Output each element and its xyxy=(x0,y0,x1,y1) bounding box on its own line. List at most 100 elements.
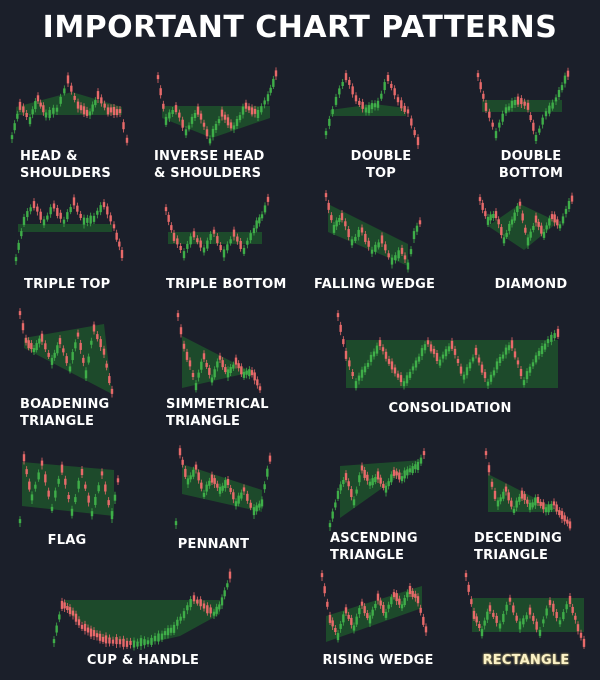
candlestick xyxy=(529,112,532,123)
candlestick xyxy=(85,106,89,118)
pattern-zone xyxy=(24,324,112,394)
candlestick xyxy=(99,202,102,216)
candlestick xyxy=(186,240,189,253)
candlestick xyxy=(545,605,548,619)
candlestick xyxy=(168,109,171,122)
candlestick xyxy=(192,592,196,604)
candlestick xyxy=(79,339,82,354)
candlestick xyxy=(224,364,227,375)
candlestick xyxy=(118,636,122,648)
candlestick xyxy=(32,345,36,355)
candlestick xyxy=(178,445,182,459)
candlestick xyxy=(66,72,70,87)
candlestick xyxy=(387,250,390,260)
candlestick xyxy=(406,589,409,601)
candlestick xyxy=(393,364,397,377)
candlestick xyxy=(47,349,50,359)
candlestick xyxy=(205,481,208,496)
candlestick xyxy=(557,87,561,100)
candlestick xyxy=(223,111,227,123)
candlestick xyxy=(566,516,569,527)
candlestick xyxy=(221,357,224,370)
candlestick xyxy=(459,363,463,376)
candlestick xyxy=(196,103,200,117)
candlestick xyxy=(487,462,491,476)
candlestick xyxy=(539,498,542,509)
pattern-zone xyxy=(482,100,562,112)
candlestick xyxy=(120,247,124,261)
candlestick xyxy=(534,132,538,144)
falling-wedge-chart xyxy=(324,190,422,273)
candlestick xyxy=(55,104,59,115)
candlestick xyxy=(170,222,173,233)
candlestick xyxy=(537,218,540,231)
candlestick xyxy=(491,119,494,130)
candlestick xyxy=(363,363,367,375)
candlestick xyxy=(37,469,40,482)
candlestick xyxy=(504,344,508,359)
pattern-triple-bottom: TRIPLE BOTTOM xyxy=(158,192,298,292)
symmetrical-triangle-chart xyxy=(176,310,262,393)
candlestick xyxy=(402,378,406,390)
candlestick xyxy=(179,613,182,624)
candlestick xyxy=(531,499,534,510)
candlestick xyxy=(95,630,99,641)
candlestick xyxy=(115,229,118,242)
candlestick xyxy=(490,478,494,490)
pattern-zone xyxy=(472,598,584,632)
candlestick xyxy=(196,235,199,245)
candlestick xyxy=(502,610,505,625)
rectangle-chart xyxy=(464,570,586,649)
candlestick xyxy=(484,208,487,219)
pattern-label-double-top: DOUBLE TOP xyxy=(350,149,412,181)
candlestick xyxy=(38,335,41,348)
candlestick xyxy=(84,367,88,381)
candlestick xyxy=(226,366,230,381)
candlestick xyxy=(472,607,476,621)
candlestick xyxy=(363,466,366,481)
pattern-label-pennant: PENNANT xyxy=(177,537,250,552)
candlestick xyxy=(555,501,558,515)
candlestick xyxy=(403,252,407,263)
candlestick xyxy=(226,241,229,254)
candlestick xyxy=(35,340,38,353)
candlestick xyxy=(390,471,393,485)
candlestick xyxy=(256,376,259,389)
candlestick xyxy=(242,368,246,380)
candlestick xyxy=(199,237,202,252)
candlestick xyxy=(324,190,328,201)
candlestick xyxy=(182,248,186,261)
candlestick xyxy=(465,364,469,379)
candlestick xyxy=(125,134,129,146)
candlestick xyxy=(489,211,492,224)
candlestick xyxy=(42,102,45,116)
candlestick xyxy=(532,612,535,625)
pattern-descending-triangle: DECENDING TRIANGLE xyxy=(470,448,592,568)
candlestick xyxy=(492,211,495,221)
candlestick xyxy=(84,481,87,491)
candlestick xyxy=(44,109,48,121)
candlestick xyxy=(422,613,425,627)
candlestick xyxy=(103,100,106,111)
candlestick xyxy=(355,613,358,627)
candlestick xyxy=(512,602,515,616)
candlestick xyxy=(253,369,256,385)
candlestick xyxy=(200,358,203,373)
candlestick xyxy=(246,490,249,504)
candlestick xyxy=(340,210,344,223)
candlestick xyxy=(87,492,90,507)
candlestick xyxy=(68,363,72,374)
candlestick xyxy=(53,349,56,361)
candlestick xyxy=(484,448,488,459)
candlestick xyxy=(348,76,351,89)
candlestick xyxy=(91,101,94,115)
candlestick xyxy=(534,494,537,509)
candlestick xyxy=(510,337,514,351)
candlestick xyxy=(94,97,97,108)
cup-and-handle-chart xyxy=(52,568,232,651)
candlestick xyxy=(332,221,336,235)
candlestick xyxy=(86,214,89,227)
candlestick xyxy=(34,481,37,492)
candlestick xyxy=(370,246,374,257)
candlestick xyxy=(247,103,251,113)
